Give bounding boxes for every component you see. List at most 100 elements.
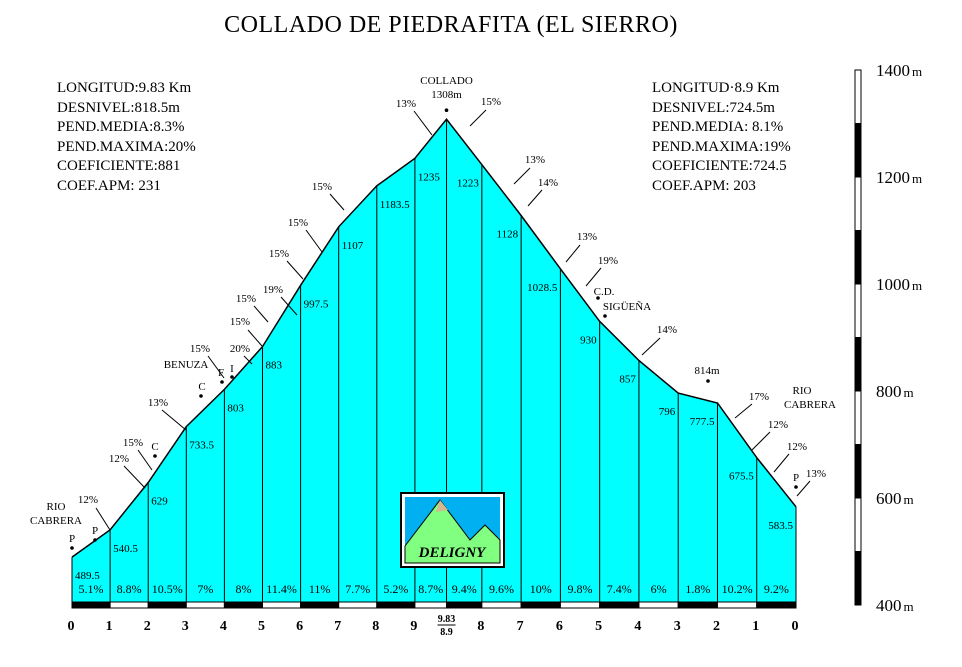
km-bar-segment bbox=[677, 601, 718, 609]
km-label: 4 bbox=[634, 619, 641, 634]
altitude-label: 540.5 bbox=[113, 543, 138, 555]
ramp-label: 13% bbox=[525, 154, 545, 166]
km-bar-segment bbox=[559, 601, 601, 609]
altitude-scale-segment bbox=[854, 337, 862, 392]
place-marker bbox=[603, 314, 607, 318]
segment-slope: 10% bbox=[530, 582, 552, 596]
place-name: RIO bbox=[47, 501, 66, 513]
altitude-label: 1235 bbox=[418, 171, 441, 183]
stat-desnivel: DESNIVEL:818.5m bbox=[57, 99, 180, 116]
ramp-label: 15% bbox=[312, 181, 332, 193]
place-marker bbox=[596, 296, 600, 300]
segment-slope: 8.8% bbox=[117, 582, 142, 596]
summit-name: COLLADO bbox=[420, 75, 473, 87]
place-name: BENUZA bbox=[164, 359, 209, 371]
altitude-label: 803 bbox=[227, 402, 244, 414]
km-bar-segment bbox=[300, 601, 340, 609]
km-label: 1 bbox=[752, 619, 759, 634]
ramp-leader bbox=[137, 449, 153, 471]
km-label: 5 bbox=[595, 619, 602, 634]
segment-slope: 9.4% bbox=[452, 582, 477, 596]
stat-desnivel: DESNIVEL:724.5m bbox=[652, 99, 775, 116]
segment-slope: 5.1% bbox=[79, 582, 104, 596]
profile-area bbox=[72, 119, 796, 605]
altitude-label: 777.5 bbox=[690, 416, 715, 428]
place-name: CABRERA bbox=[30, 515, 82, 527]
segment-slope: 7.7% bbox=[345, 582, 370, 596]
km-bar-segment bbox=[716, 601, 758, 609]
km-label: 3 bbox=[182, 619, 189, 634]
ramp-leader bbox=[773, 453, 790, 473]
ramp-label: 15% bbox=[190, 343, 210, 355]
stat-pend-maxima: PEND.MAXIMA:20% bbox=[57, 138, 196, 155]
altitude-label: 930 bbox=[580, 334, 597, 346]
segment-slope: 6% bbox=[651, 582, 667, 596]
altitude-label: 1128 bbox=[497, 229, 519, 241]
ramp-leader bbox=[329, 193, 345, 211]
place-name: CABRERA bbox=[784, 399, 836, 411]
deligny-logo: DELIGNY bbox=[400, 492, 505, 568]
summit-marker bbox=[444, 108, 449, 113]
point-letter: P bbox=[69, 533, 75, 545]
ramp-leader bbox=[565, 244, 581, 263]
altitude-label: 583.5 bbox=[768, 520, 793, 532]
km-bar-segment bbox=[638, 601, 679, 609]
km-label: 7 bbox=[334, 619, 341, 634]
place-marker bbox=[70, 546, 74, 550]
ramp-leader bbox=[527, 189, 543, 207]
place-name: SIGÜEÑA bbox=[603, 301, 651, 313]
ramp-label: 15% bbox=[481, 96, 501, 108]
ramp-label: 12% bbox=[109, 453, 129, 465]
ramp-label: 13% bbox=[577, 231, 597, 243]
place-marker bbox=[230, 375, 234, 379]
ramp-label: 17% bbox=[749, 391, 769, 403]
altitude-label: 1028.5 bbox=[527, 282, 558, 294]
point-letter: I bbox=[230, 363, 234, 375]
altitude-label: 489.5 bbox=[75, 570, 100, 582]
y-tick-label: 600 m bbox=[876, 489, 914, 508]
chart-title: COLLADO DE PIEDRAFITA (EL SIERRO) bbox=[224, 12, 678, 38]
ramp-label: 15% bbox=[123, 437, 143, 449]
point-letter: P bbox=[793, 472, 799, 484]
place-name: RIO bbox=[793, 385, 812, 397]
km-label: 0 bbox=[792, 619, 799, 634]
ramp-leader bbox=[469, 109, 487, 127]
ramp-leader bbox=[253, 305, 269, 323]
km-bar-segment bbox=[262, 601, 302, 609]
summit-km-label: 8.9 bbox=[440, 627, 453, 638]
km-bar-segment bbox=[756, 601, 797, 609]
ramp-label: 13% bbox=[396, 98, 416, 110]
km-bar-segment bbox=[520, 601, 561, 609]
altitude-scale-segment bbox=[854, 230, 862, 285]
logo-peak-icon bbox=[436, 500, 448, 512]
ramp-leader bbox=[286, 260, 304, 280]
altitude-scale-segment bbox=[854, 551, 862, 606]
ramp-label: 15% bbox=[230, 316, 250, 328]
summit-altitude: 1308m bbox=[431, 89, 462, 101]
place-marker bbox=[199, 394, 203, 398]
segment-slope: 11.4% bbox=[266, 582, 297, 596]
km-bar-segment bbox=[481, 601, 522, 609]
altitude-label: 796 bbox=[659, 406, 676, 418]
altitude-label: 1107 bbox=[342, 240, 364, 252]
km-label: 9 bbox=[410, 619, 417, 634]
km-label: 7 bbox=[517, 619, 524, 634]
stat-pend-maxima: PEND.MAXIMA:19% bbox=[652, 138, 791, 155]
km-bar-segment bbox=[338, 601, 378, 609]
ramp-label: 19% bbox=[263, 284, 283, 296]
place-name: 814m bbox=[694, 365, 720, 377]
logo-text: DELIGNY bbox=[418, 545, 488, 561]
segment-slope: 8% bbox=[235, 582, 251, 596]
km-bar-segment bbox=[185, 601, 225, 609]
km-label: 2 bbox=[144, 619, 151, 634]
stat-longitud: LONGITUD·8.9 Km bbox=[652, 80, 780, 96]
ramp-leader bbox=[734, 403, 753, 419]
ramp-leader bbox=[243, 355, 253, 365]
km-bar-segment bbox=[376, 601, 416, 609]
km-label: 6 bbox=[556, 619, 563, 634]
ramp-leader bbox=[513, 167, 531, 185]
km-bar-segment bbox=[147, 601, 187, 609]
ramp-label: 19% bbox=[598, 255, 618, 267]
point-letter: C bbox=[198, 381, 205, 393]
